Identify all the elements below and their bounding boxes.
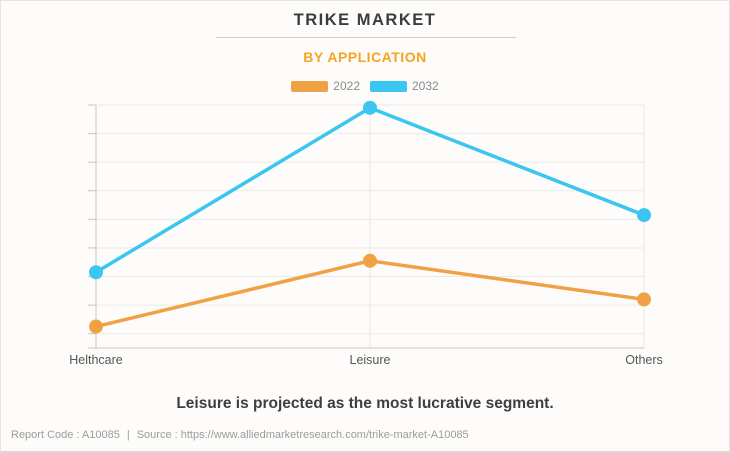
data-point-2022-Leisure: [363, 253, 377, 268]
page-title: TRIKE MARKET: [293, 11, 437, 29]
data-point-2032-Helthcare: [89, 265, 103, 280]
data-point-2032-Leisure: [363, 100, 377, 115]
lucrative-segment-statement: Leisure is projected as the most lucrati…: [176, 395, 554, 412]
y-axis-ticks: [88, 104, 96, 349]
chart-series: [89, 100, 651, 334]
data-point-2032-Others: [637, 208, 651, 223]
legend-label-2032: 2032: [412, 79, 439, 93]
x-axis-label-others: Others: [625, 353, 663, 367]
legend-label-2022: 2022: [333, 79, 360, 93]
series-line-2022: [94, 259, 646, 329]
chart-subtitle: BY APPLICATION: [303, 49, 427, 65]
chart-axes: [95, 105, 644, 349]
series-line-2032: [94, 106, 646, 274]
x-axis-label-helthcare: Helthcare: [69, 353, 123, 367]
footer-separator: |: [126, 429, 130, 441]
report-code: Report Code : A10085: [11, 429, 120, 441]
data-point-2022-Others: [637, 292, 651, 307]
legend-swatch-2022: [291, 80, 329, 92]
report-footer: Report Code : A10085 | Source : https://ww…: [11, 429, 719, 441]
legend-swatch-2032: [370, 80, 407, 92]
x-axis-label-leisure: Leisure: [349, 353, 391, 367]
title-divider: [216, 37, 516, 38]
legend-item-2032: 2032: [370, 79, 439, 93]
chart-gridlines: [96, 104, 644, 335]
source-url: Source : https://www.alliedmarketresearc…: [136, 429, 469, 441]
data-point-2022-Helthcare: [89, 319, 103, 334]
legend-item-2022: 2022: [291, 79, 360, 93]
chart-legend: 2022 2032: [1, 79, 729, 93]
chart-vertical-gridlines: [95, 105, 645, 348]
